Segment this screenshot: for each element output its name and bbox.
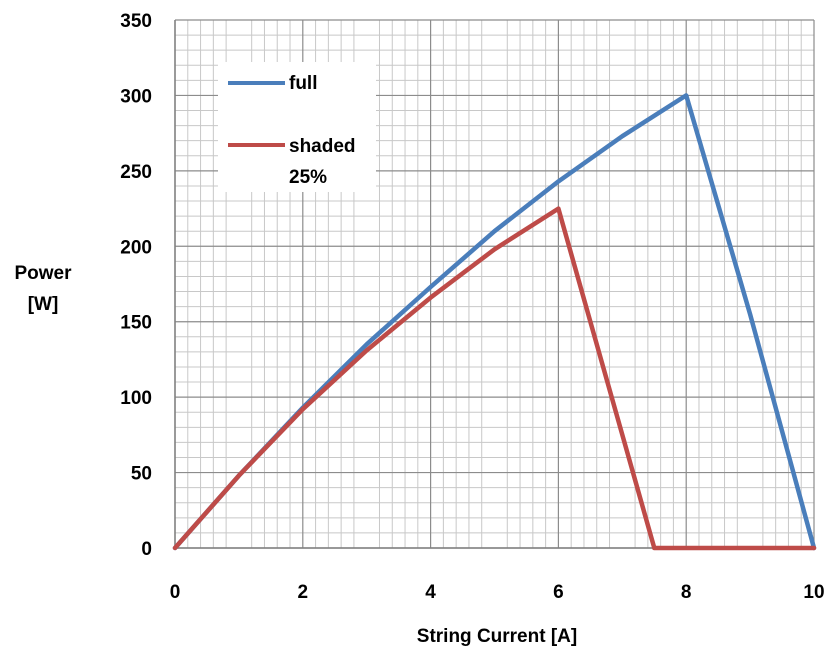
legend-label-full: full — [289, 73, 318, 94]
x-tick-label: 8 — [681, 582, 692, 603]
y-tick-label: 300 — [120, 86, 152, 107]
x-tick-label: 4 — [425, 582, 436, 603]
legend-label-shaded-line-2: 25% — [289, 167, 327, 188]
y-tick-label: 200 — [120, 237, 152, 258]
y-axis-title-line-2: [W] — [28, 294, 59, 315]
y-tick-label: 100 — [120, 388, 152, 409]
legend: full shaded 25% — [218, 62, 376, 192]
series-line-shaded — [172, 206, 817, 551]
series-layer — [172, 93, 817, 551]
x-tick-label: 6 — [553, 582, 564, 603]
y-tick-label: 350 — [120, 11, 152, 32]
x-tick-label: 2 — [298, 582, 309, 603]
x-tick-label: 10 — [803, 582, 824, 603]
x-axis-title: String Current [A] — [417, 626, 577, 647]
legend-label-shaded-line-1: shaded — [289, 136, 356, 157]
y-tick-labels: 0 50 100 150 200 250 300 350 — [120, 11, 152, 560]
x-tick-label: 0 — [170, 582, 181, 603]
y-tick-label: 0 — [141, 539, 152, 560]
y-axis-title-line-1: Power — [14, 263, 72, 284]
y-tick-label: 250 — [120, 162, 152, 183]
x-tick-labels: 0 2 4 6 8 10 — [170, 582, 825, 603]
y-tick-label: 50 — [131, 464, 152, 485]
y-tick-label: 150 — [120, 313, 152, 334]
